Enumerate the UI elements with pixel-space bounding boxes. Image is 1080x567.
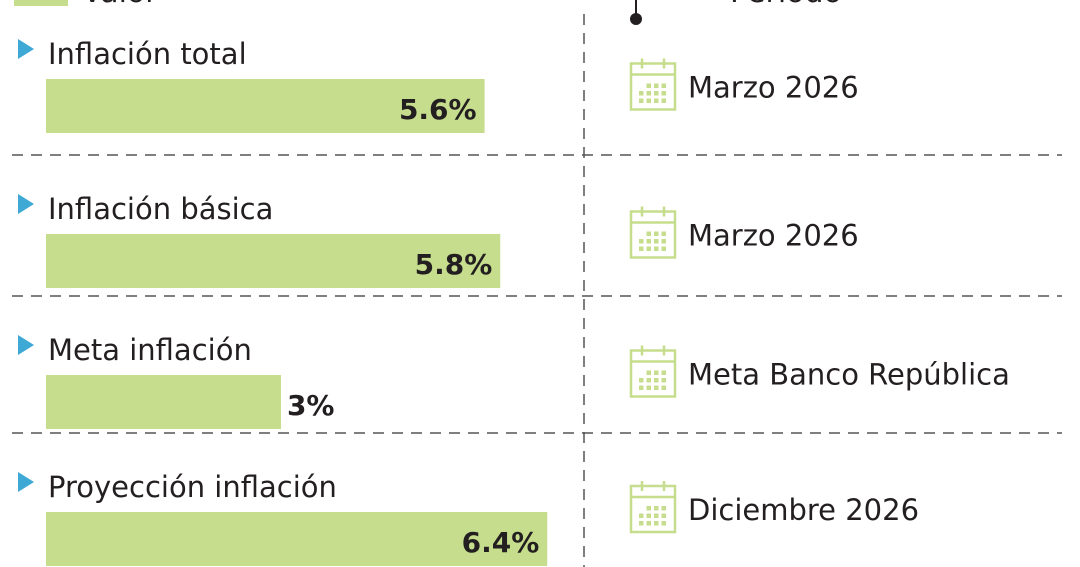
bar xyxy=(46,512,548,566)
calendar-icon-cell xyxy=(639,91,644,96)
calendar-icon-cell xyxy=(639,246,644,251)
bar xyxy=(46,79,485,133)
calendar-icon-cell xyxy=(654,83,659,88)
calendar-icon-cell xyxy=(639,521,644,526)
period-label: Marzo 2026 xyxy=(688,219,859,253)
bar-value-label: 5.6% xyxy=(399,93,477,126)
calendar-icon-cell xyxy=(646,246,651,251)
chart-rows: Inflación total 5.6% Marzo 2026 Inflación b… xyxy=(12,37,1062,566)
category-marker-icon xyxy=(18,194,34,214)
calendar-icon-cell xyxy=(654,239,659,244)
legend-period-label: Periodo xyxy=(730,0,842,10)
calendar-icon-cell xyxy=(661,231,666,236)
calendar-icon xyxy=(629,210,677,259)
calendar-icon-cell xyxy=(654,521,659,526)
legend-value-label: Valor xyxy=(82,0,158,10)
period-label: Diciembre 2026 xyxy=(688,493,919,527)
calendar-icon-cell xyxy=(654,513,659,518)
calendar-icon-cell xyxy=(661,521,666,526)
calendar-icon-cell xyxy=(661,385,666,390)
category-marker-icon xyxy=(18,39,34,59)
calendar-icon-cell xyxy=(646,239,651,244)
calendar-icon-cell xyxy=(646,98,651,103)
calendar-icon-cell xyxy=(654,370,659,375)
calendar-icon-cell xyxy=(646,506,651,511)
legend-swatch xyxy=(14,0,68,6)
legend: Valor Periodo xyxy=(14,0,842,25)
calendar-icon-cell xyxy=(654,98,659,103)
category-label: Inflación básica xyxy=(48,192,273,226)
calendar-icon-cell xyxy=(654,231,659,236)
calendar-icon-cell xyxy=(661,506,666,511)
category-label: Proyección inflación xyxy=(48,470,337,504)
calendar-icon-cell xyxy=(661,378,666,383)
bar-value-label: 3% xyxy=(287,389,335,422)
period-label: Marzo 2026 xyxy=(688,71,859,105)
calendar-icon-cell xyxy=(654,378,659,383)
calendar-icon-cell xyxy=(654,385,659,390)
category-marker-icon xyxy=(18,335,34,355)
calendar-icon xyxy=(629,484,677,534)
calendar-icon xyxy=(629,62,677,111)
calendar-icon-cell xyxy=(646,91,651,96)
calendar-icon-cell xyxy=(654,246,659,251)
category-marker-icon xyxy=(18,472,34,492)
calendar-icon-cell xyxy=(661,513,666,518)
calendar-icon-cell xyxy=(646,231,651,236)
bar-value-label: 5.8% xyxy=(415,248,493,281)
bar-value-label: 6.4% xyxy=(462,526,540,559)
bar xyxy=(46,375,281,429)
legend-period-dot xyxy=(630,13,642,25)
category-label: Meta inflación xyxy=(48,333,252,367)
calendar-icon-cell xyxy=(654,91,659,96)
calendar-icon-cell xyxy=(639,513,644,518)
calendar-icon-cell xyxy=(646,83,651,88)
calendar-icon-cell xyxy=(661,239,666,244)
calendar-icon-cell xyxy=(639,239,644,244)
calendar-icon xyxy=(629,349,677,398)
calendar-icon-cell xyxy=(639,98,644,103)
calendar-icon-cell xyxy=(646,378,651,383)
calendar-icon-cell xyxy=(646,370,651,375)
bar xyxy=(46,234,501,288)
calendar-icon-cell xyxy=(639,385,644,390)
category-label: Inflación total xyxy=(48,37,247,71)
calendar-icon-cell xyxy=(646,513,651,518)
calendar-icon-cell xyxy=(661,98,666,103)
calendar-icon-cell xyxy=(661,83,666,88)
calendar-icon-cell xyxy=(646,521,651,526)
calendar-icon-cell xyxy=(661,91,666,96)
calendar-icon-cell xyxy=(646,385,651,390)
calendar-icon-cell xyxy=(661,370,666,375)
calendar-icon-cell xyxy=(654,506,659,511)
period-label: Meta Banco República xyxy=(688,358,1010,392)
calendar-icon-cell xyxy=(661,246,666,251)
calendar-icon-cell xyxy=(639,378,644,383)
